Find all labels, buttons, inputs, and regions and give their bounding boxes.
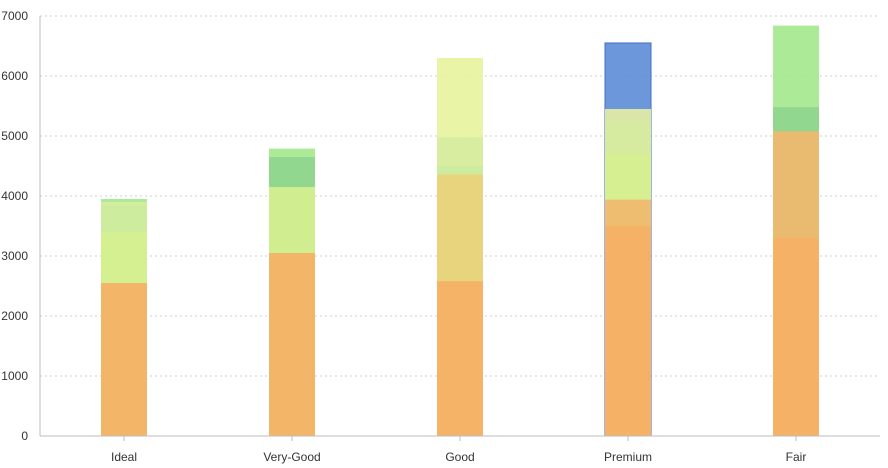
x-tick-label: Very-Good [263, 450, 320, 464]
x-tick-label: Ideal [111, 450, 137, 464]
y-tick-label: 0 [21, 429, 28, 443]
y-axis-tick-labels: 0 1000 2000 3000 4000 5000 6000 7000 [1, 9, 28, 443]
bar-fair-layer-10[interactable] [773, 238, 819, 436]
x-tick-label: Good [445, 450, 474, 464]
bar-good-layer-10[interactable] [437, 281, 483, 436]
y-tick-label: 1000 [1, 369, 28, 383]
x-tick-label: Premium [604, 450, 652, 464]
x-axis-tick-labels: Ideal Very-Good Good Premium Fair [111, 450, 806, 464]
y-tick-label: 2000 [1, 309, 28, 323]
x-tick-label: Fair [786, 450, 807, 464]
bar-premium-layer-10[interactable] [605, 226, 651, 436]
bars [101, 25, 819, 437]
y-tick-label: 3000 [1, 249, 28, 263]
bar-ideal-layer-10[interactable] [101, 283, 147, 436]
y-tick-label: 6000 [1, 69, 28, 83]
axes [39, 16, 880, 441]
y-tick-label: 5000 [1, 129, 28, 143]
y-tick-label: 4000 [1, 189, 28, 203]
bar-very-good-layer-10[interactable] [269, 253, 315, 436]
y-tick-label: 7000 [1, 9, 28, 23]
